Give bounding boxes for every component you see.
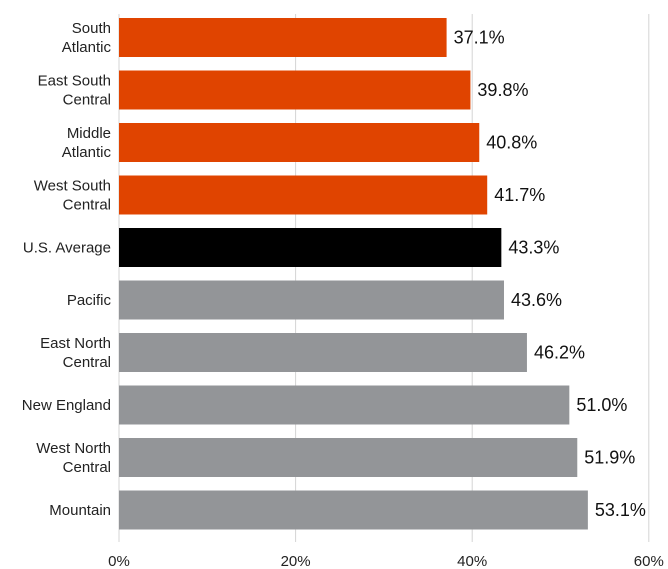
category-label: Pacific bbox=[67, 292, 112, 309]
category-label: U.S. Average bbox=[23, 240, 111, 257]
category-label: Central bbox=[63, 197, 111, 214]
bar bbox=[119, 228, 502, 267]
category-labels: South Atlantic East South Central Middle Atla… bbox=[22, 20, 112, 519]
category-label: Central bbox=[63, 92, 111, 109]
x-tick-label: 60% bbox=[634, 553, 664, 569]
bar bbox=[119, 175, 488, 215]
category-label: New England bbox=[22, 397, 111, 414]
category-label: West South bbox=[34, 178, 111, 195]
value-labels: 37.1% 39.8% 40.8% 41.7% 43.3% 43.6% 46.2% 51.0%… bbox=[454, 28, 646, 521]
category-label: East North bbox=[40, 335, 111, 352]
data-label: 41.7% bbox=[494, 185, 545, 205]
bar bbox=[119, 333, 527, 372]
data-label: 53.1% bbox=[595, 500, 646, 520]
data-label: 39.8% bbox=[477, 80, 528, 100]
bar bbox=[119, 280, 504, 320]
data-label: 51.0% bbox=[576, 395, 627, 415]
category-label: South bbox=[72, 20, 111, 37]
bar bbox=[119, 123, 480, 162]
x-axis-ticks: 0% 20% 40% 60% bbox=[108, 553, 664, 569]
data-label: 43.6% bbox=[511, 290, 562, 310]
data-label: 40.8% bbox=[486, 133, 537, 153]
data-label: 51.9% bbox=[584, 448, 635, 468]
data-label: 46.2% bbox=[534, 343, 585, 363]
category-label: Middle bbox=[67, 125, 111, 142]
bar bbox=[119, 490, 588, 530]
bars bbox=[119, 18, 588, 530]
bar bbox=[119, 70, 471, 110]
category-label: West North bbox=[36, 440, 111, 457]
category-label: Central bbox=[63, 459, 111, 476]
x-tick-label: 40% bbox=[457, 553, 487, 569]
x-tick-label: 20% bbox=[281, 553, 311, 569]
category-label: Atlantic bbox=[62, 144, 112, 161]
x-tick-label: 0% bbox=[108, 553, 130, 569]
bar bbox=[119, 438, 578, 477]
category-label: Mountain bbox=[49, 502, 111, 519]
category-label: Atlantic bbox=[62, 39, 112, 56]
category-label: East South bbox=[38, 73, 111, 90]
category-label: Central bbox=[63, 354, 111, 371]
data-label: 37.1% bbox=[454, 28, 505, 48]
data-label: 43.3% bbox=[508, 238, 559, 258]
bar bbox=[119, 385, 570, 425]
bar bbox=[119, 18, 447, 57]
